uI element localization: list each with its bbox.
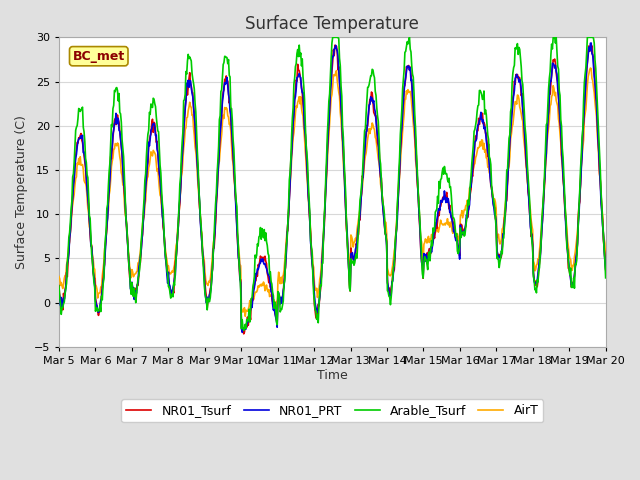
NR01_PRT bbox=[177, 185, 184, 191]
AirT bbox=[587, 65, 595, 71]
Line: AirT: AirT bbox=[59, 68, 605, 316]
NR01_PRT bbox=[602, 266, 609, 272]
NR01_PRT bbox=[55, 289, 63, 295]
NR01_Tsurf bbox=[205, 292, 213, 298]
Arable_Tsurf bbox=[400, 67, 408, 73]
Legend: NR01_Tsurf, NR01_PRT, Arable_Tsurf, AirT: NR01_Tsurf, NR01_PRT, Arable_Tsurf, AirT bbox=[122, 399, 543, 422]
NR01_PRT bbox=[121, 197, 129, 203]
Arable_Tsurf bbox=[121, 192, 129, 197]
AirT bbox=[399, 119, 407, 124]
NR01_PRT bbox=[588, 40, 595, 46]
Text: BC_met: BC_met bbox=[72, 50, 125, 63]
Line: NR01_Tsurf: NR01_Tsurf bbox=[59, 45, 605, 334]
NR01_Tsurf bbox=[331, 42, 339, 48]
Arable_Tsurf bbox=[240, 327, 248, 333]
AirT bbox=[65, 242, 73, 248]
Y-axis label: Surface Temperature (C): Surface Temperature (C) bbox=[15, 115, 28, 269]
NR01_Tsurf bbox=[400, 84, 408, 90]
Arable_Tsurf bbox=[602, 275, 609, 281]
NR01_Tsurf bbox=[240, 331, 248, 337]
AirT bbox=[55, 274, 63, 279]
AirT bbox=[241, 313, 249, 319]
Arable_Tsurf bbox=[55, 283, 63, 288]
NR01_Tsurf bbox=[416, 231, 424, 237]
NR01_PRT bbox=[415, 215, 423, 221]
AirT bbox=[415, 210, 423, 216]
NR01_PRT bbox=[205, 292, 213, 298]
Arable_Tsurf bbox=[329, 35, 337, 40]
AirT bbox=[121, 211, 129, 217]
AirT bbox=[177, 188, 184, 193]
NR01_PRT bbox=[238, 329, 246, 335]
NR01_Tsurf bbox=[55, 283, 63, 288]
NR01_Tsurf bbox=[602, 267, 609, 273]
X-axis label: Time: Time bbox=[317, 369, 348, 382]
Line: NR01_PRT: NR01_PRT bbox=[59, 43, 605, 332]
AirT bbox=[602, 254, 609, 260]
Arable_Tsurf bbox=[177, 173, 184, 179]
Title: Surface Temperature: Surface Temperature bbox=[245, 15, 419, 33]
AirT bbox=[205, 279, 213, 285]
Line: Arable_Tsurf: Arable_Tsurf bbox=[59, 37, 605, 330]
Arable_Tsurf bbox=[65, 235, 73, 240]
NR01_Tsurf bbox=[121, 199, 129, 204]
NR01_Tsurf bbox=[177, 183, 184, 189]
Arable_Tsurf bbox=[205, 299, 213, 305]
NR01_Tsurf bbox=[65, 249, 73, 254]
NR01_PRT bbox=[399, 97, 407, 103]
NR01_PRT bbox=[65, 251, 73, 256]
Arable_Tsurf bbox=[416, 223, 424, 228]
